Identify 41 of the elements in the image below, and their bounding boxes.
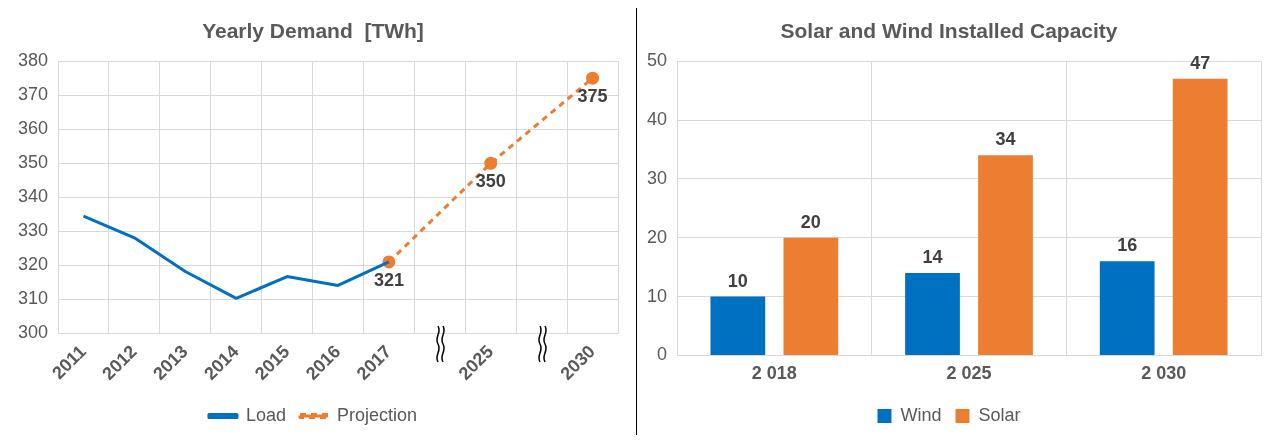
y-tick-label: 40 xyxy=(646,109,668,130)
bar xyxy=(783,237,839,355)
bar xyxy=(1172,78,1228,355)
data-label: 14 xyxy=(922,246,943,267)
data-label: 16 xyxy=(1117,235,1138,256)
legend-label: Load xyxy=(245,404,286,425)
point xyxy=(586,71,600,85)
y-tick-label: 320 xyxy=(17,254,49,275)
legend-label: Solar xyxy=(978,404,1021,425)
data-label: 10 xyxy=(727,270,748,291)
y-tick-label: 0 xyxy=(657,344,668,365)
data-label: 321 xyxy=(373,269,404,290)
y-tick-label: 310 xyxy=(17,288,49,309)
point xyxy=(484,156,498,170)
y-tick-label: 350 xyxy=(17,152,49,173)
bar xyxy=(1099,261,1155,355)
data-label: 34 xyxy=(995,129,1016,150)
chart-title: Yearly Demand [TWh] xyxy=(202,19,424,43)
y-tick-label: 300 xyxy=(17,322,49,343)
bar xyxy=(710,296,766,355)
y-tick-label: 370 xyxy=(17,84,49,105)
y-tick-label: 10 xyxy=(646,285,668,306)
legend-label: Projection xyxy=(337,404,418,425)
y-tick-label: 20 xyxy=(646,226,668,247)
y-tick-label: 360 xyxy=(17,118,49,139)
y-tick-label: 50 xyxy=(646,50,668,71)
legend-label: Wind xyxy=(900,404,942,425)
y-tick-label: 340 xyxy=(17,186,49,207)
bar xyxy=(978,155,1033,355)
bar xyxy=(905,273,960,355)
chart-title: Solar and Wind Installed Capacity xyxy=(780,19,1118,43)
x-tick-label: 2 030 xyxy=(1141,363,1187,384)
data-label: 20 xyxy=(800,211,821,232)
y-tick-label: 330 xyxy=(17,220,49,241)
data-label: 350 xyxy=(475,171,506,192)
y-tick-label: 380 xyxy=(17,50,49,71)
x-tick-label: 2 025 xyxy=(946,363,992,384)
x-tick-label: 2 018 xyxy=(751,363,797,384)
data-label: 47 xyxy=(1190,52,1211,73)
y-tick-label: 30 xyxy=(646,167,668,188)
data-label: 375 xyxy=(577,86,608,107)
